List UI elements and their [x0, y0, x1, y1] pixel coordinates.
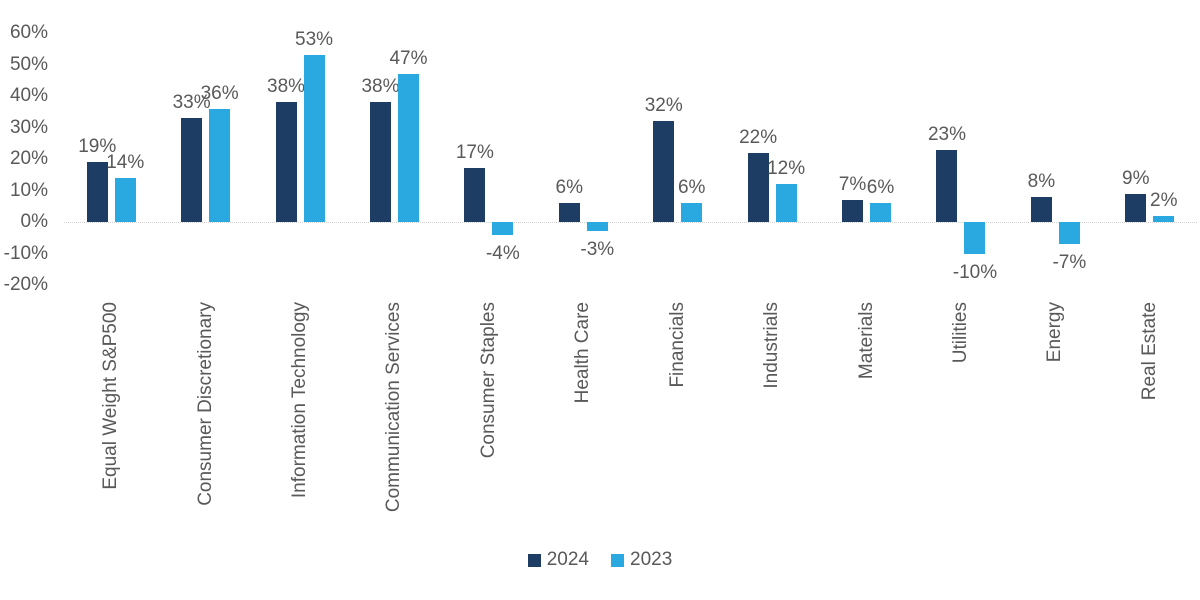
bar-2023 — [209, 108, 231, 222]
bar-value-label: 12% — [767, 158, 806, 180]
legend-swatch-2023 — [611, 553, 624, 567]
bar-value-label: 23% — [927, 123, 966, 145]
bar-value-label: 36% — [200, 82, 239, 104]
category-label: Energy — [1044, 302, 1066, 363]
bar-value-label: -3% — [580, 239, 615, 261]
bar-value-label: 6% — [677, 177, 706, 199]
bar-2023 — [303, 55, 325, 222]
category-label: Real Estate — [1138, 302, 1160, 401]
legend-item-2023: 2023 — [611, 549, 672, 571]
bar-2023 — [114, 177, 136, 222]
bar-value-label: 33% — [172, 92, 211, 114]
bar-2024 — [464, 168, 486, 222]
legend-label-2023: 2023 — [630, 549, 673, 570]
category-label: Communication Services — [383, 302, 405, 513]
y-axis-tick-label: 40% — [9, 85, 48, 106]
bar-2023 — [492, 222, 514, 235]
y-axis-tick-label: -20% — [3, 274, 48, 295]
legend-swatch-2024 — [527, 553, 541, 567]
bar-value-label: 38% — [361, 76, 400, 98]
bar-value-label: 38% — [267, 76, 306, 98]
bar-2024 — [369, 102, 391, 222]
bar-2024 — [558, 203, 580, 222]
bar-value-label: 9% — [1122, 167, 1150, 189]
bar-value-label: 32% — [644, 95, 683, 117]
bar-value-label: -10% — [952, 261, 998, 283]
bar-2024 — [275, 102, 297, 222]
legend-item-2024: 2024 — [527, 549, 589, 571]
y-axis-tick-label: 0% — [20, 211, 48, 232]
category-label: Utilities — [949, 302, 971, 364]
y-axis-tick-label: 30% — [9, 116, 48, 138]
bar-value-label: 53% — [295, 29, 334, 51]
category-label: Materials — [855, 302, 877, 380]
bar-2023 — [681, 203, 703, 222]
zero-baseline-gridline — [64, 222, 1197, 223]
bar-2024 — [1125, 193, 1147, 222]
bar-2024 — [1030, 196, 1052, 222]
bar-value-label: 7% — [838, 173, 867, 195]
bar-2024 — [86, 162, 108, 222]
category-label: Industrials — [761, 302, 783, 389]
category-label: Equal Weight S&P500 — [100, 302, 122, 490]
bar-2023 — [870, 203, 892, 222]
bar-value-label: 8% — [1027, 170, 1056, 192]
bar-value-label: 6% — [866, 177, 895, 199]
category-label: Information Technology — [289, 302, 311, 499]
bar-2023 — [397, 73, 419, 222]
bar-value-label: 6% — [555, 177, 584, 199]
bar-2023 — [964, 222, 986, 254]
legend-label-2024: 2024 — [546, 549, 589, 570]
y-axis-tick-label: 10% — [9, 179, 48, 201]
bar-2023 — [586, 222, 608, 232]
y-axis-tick-label: 50% — [9, 53, 48, 75]
category-label: Consumer Staples — [477, 302, 499, 459]
y-axis-tick-label: -10% — [3, 242, 48, 264]
bar-value-label: 19% — [78, 136, 117, 158]
bar-2023 — [1058, 222, 1080, 245]
bar-value-label: 47% — [389, 47, 428, 69]
y-axis-tick-label: 60% — [9, 22, 48, 43]
category-label: Consumer Discretionary — [194, 302, 216, 506]
bar-value-label: 2% — [1150, 189, 1178, 211]
bar-value-label: 17% — [455, 142, 494, 164]
bar-2024 — [181, 118, 203, 222]
category-label: Financials — [666, 302, 688, 388]
bar-2023 — [1153, 215, 1175, 222]
bar-value-label: 22% — [739, 126, 778, 148]
legend: 2024 2023 — [0, 549, 1200, 571]
bar-value-label: -4% — [485, 242, 520, 264]
bar-2023 — [775, 184, 797, 222]
bar-value-label: 14% — [106, 151, 145, 173]
bar-2024 — [653, 121, 675, 222]
bar-2024 — [747, 152, 769, 222]
bar-value-label: -7% — [1052, 252, 1087, 274]
y-axis-tick-label: 20% — [9, 148, 48, 169]
bar-2024 — [936, 149, 958, 222]
category-label: Health Care — [572, 302, 594, 404]
bar-2024 — [842, 199, 864, 222]
